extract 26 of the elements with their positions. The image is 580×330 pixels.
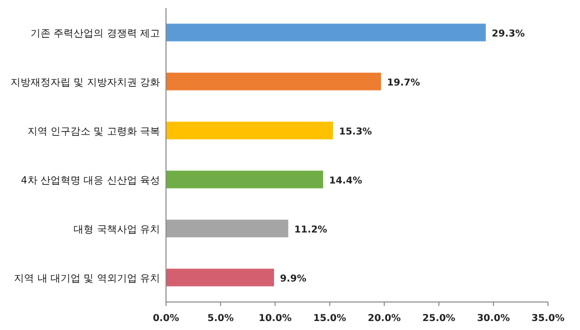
data-label: 19.7% — [387, 78, 420, 88]
bar — [166, 268, 274, 286]
bar — [166, 220, 288, 238]
x-tick-label: 30.0% — [476, 313, 510, 324]
data-label: 14.4% — [329, 176, 363, 186]
data-label: 15.3% — [338, 126, 372, 138]
x-tick-label: 25.0% — [422, 313, 456, 324]
data-label: 29.3% — [492, 28, 526, 40]
x-tick-label: 20.0% — [368, 313, 402, 324]
bar — [166, 122, 333, 140]
y-tick-label: 지역 인구감소 및 고령화 극복 — [27, 126, 160, 138]
data-label: 11.2% — [294, 224, 328, 236]
x-tick-label: 35.0% — [532, 313, 565, 324]
x-tick-label: 0.0% — [152, 313, 180, 324]
y-tick-label: 지방재정자립 및 지방자치권 강화 — [10, 78, 160, 88]
x-tick-label: 5.0% — [207, 313, 234, 324]
x-tick-label: 15.0% — [313, 313, 347, 324]
bar — [166, 72, 382, 90]
y-tick-label: 대형 국책사업 유치 — [74, 224, 160, 236]
data-label: 9.9% — [280, 274, 307, 284]
x-tick-label: 10.0% — [258, 313, 292, 324]
y-tick-label: 기존 주력산업의 경쟁력 제고 — [30, 28, 160, 40]
bar — [166, 24, 486, 42]
y-tick-label: 4차 산업혁명 대응 신산업 육성 — [20, 176, 160, 186]
bar — [166, 170, 324, 188]
y-tick-label: 지역 내 대기업 및 역외기업 유치 — [14, 274, 160, 284]
